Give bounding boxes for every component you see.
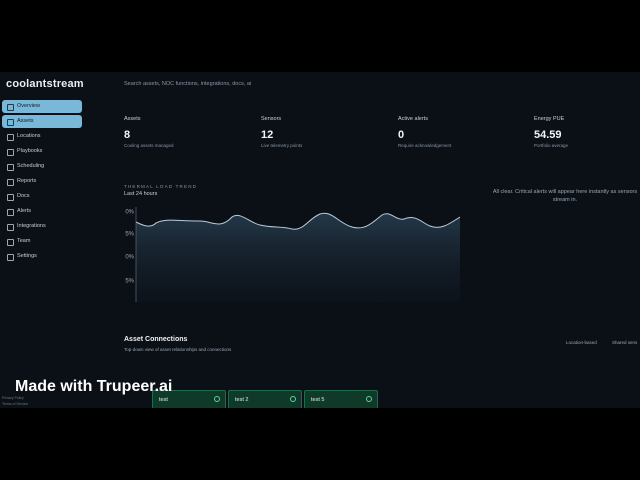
- stat-card: Assets 8 Cooling assets managed: [124, 116, 174, 148]
- watermark: Made with Trupeer.ai: [15, 378, 173, 395]
- card-label: test 2: [235, 397, 249, 403]
- card-icon: [366, 396, 372, 402]
- stat-sub: Cooling assets managed: [124, 143, 174, 148]
- trend-line: [135, 212, 461, 230]
- axis-label: 5%: [125, 232, 134, 238]
- connections-subtitle: Top-down view of asset relationships and…: [124, 347, 232, 352]
- trend-area: [136, 213, 460, 302]
- stat-label: Sensors: [261, 116, 282, 122]
- asset-card[interactable]: test 2: [228, 390, 302, 408]
- nav-item[interactable]: Reports: [2, 175, 82, 188]
- trend-chart: 0% 5% 0% 5%: [125, 207, 461, 302]
- trend-title: THERMAL LOAD TREND: [124, 184, 198, 189]
- nav-item[interactable]: Playbooks: [2, 145, 82, 158]
- axis-label: 0%: [125, 255, 134, 261]
- stat-label: Energy PUE: [534, 116, 565, 122]
- card-label: test 5: [311, 397, 325, 403]
- stat-sub: Require acknowledgement: [398, 143, 452, 148]
- stat-card: Sensors 12 Live telemetry points: [261, 116, 302, 148]
- stat-sub: Portfolio average: [534, 143, 569, 148]
- nav-item[interactable]: Settings: [2, 250, 82, 263]
- alerts-message: All clear. Critical alerts will appear h…: [492, 189, 638, 203]
- legend-item: Location-based: [566, 340, 597, 345]
- app-screen: coolantstream Search assets, NOC functio…: [0, 72, 640, 408]
- card-label: test: [159, 397, 168, 403]
- nav-item[interactable]: Scheduling: [2, 160, 82, 173]
- stat-label: Active alerts: [398, 116, 428, 122]
- connections-title: Asset Connections: [124, 336, 188, 343]
- stat-card: Energy PUE 54.59 Portfolio average: [534, 116, 568, 148]
- stat-sub: Live telemetry points: [261, 143, 303, 148]
- stat-value: 54.59: [534, 129, 562, 141]
- axis-labels: 0% 5% 0% 5%: [125, 210, 134, 285]
- stat-value: 12: [261, 129, 274, 141]
- card-icon: [214, 396, 220, 402]
- nav-item[interactable]: Alerts: [2, 205, 82, 218]
- nav-item[interactable]: Docs: [2, 190, 82, 203]
- trend-subtitle: Last 24 hours: [124, 191, 158, 197]
- asset-card[interactable]: test: [152, 390, 226, 408]
- logo: coolantstream: [6, 78, 84, 90]
- nav-item[interactable]: Assets: [2, 115, 82, 128]
- asset-card[interactable]: test 5: [304, 390, 378, 408]
- stat-value: 0: [398, 129, 405, 141]
- nav-item[interactable]: Locations: [2, 130, 82, 143]
- nav-item[interactable]: Overview: [2, 100, 82, 113]
- axis-label: 0%: [125, 210, 134, 216]
- search-box[interactable]: Search assets, NOC functions, integratio…: [124, 81, 252, 87]
- stat-value: 8: [124, 129, 131, 141]
- nav-item[interactable]: Team: [2, 235, 82, 248]
- stat-card: Active alerts 0 Require acknowledgement: [398, 116, 451, 148]
- axis-label: 5%: [125, 279, 134, 285]
- stat-label: Assets: [124, 116, 141, 122]
- card-icon: [290, 396, 296, 402]
- footer-link[interactable]: Privacy Policy: [2, 396, 24, 400]
- footer-link[interactable]: Terms of Service: [2, 402, 29, 406]
- legend-item: Shared sens: [612, 340, 638, 345]
- nav-item[interactable]: Integrations: [2, 220, 82, 233]
